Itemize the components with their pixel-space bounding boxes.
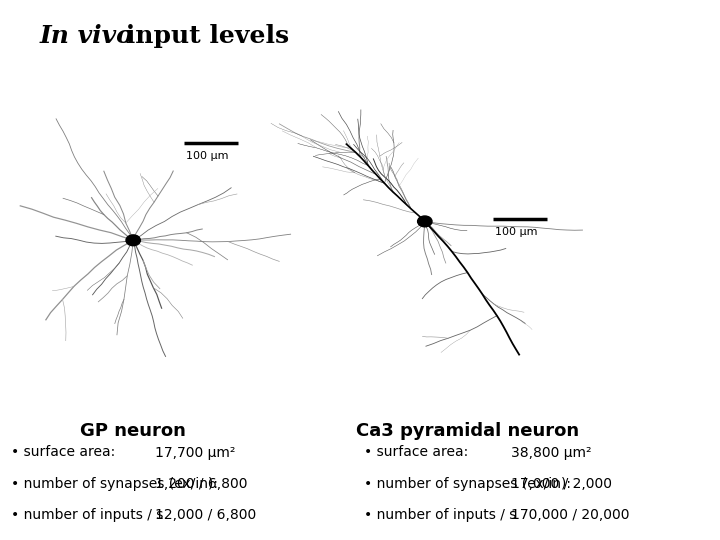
Text: • number of inputs / s: • number of inputs / s xyxy=(11,508,163,522)
Text: 100 μm: 100 μm xyxy=(186,151,228,161)
Text: 100 μm: 100 μm xyxy=(495,227,538,237)
Text: • number of synapses (ex/in):: • number of synapses (ex/in): xyxy=(11,477,218,491)
Text: 1,200 / 6,800: 1,200 / 6,800 xyxy=(155,477,247,491)
Text: GP neuron: GP neuron xyxy=(80,422,186,440)
Text: 12,000 / 6,800: 12,000 / 6,800 xyxy=(155,508,256,522)
Text: Ca3 pyramidal neuron: Ca3 pyramidal neuron xyxy=(356,422,580,440)
Text: 38,800 μm²: 38,800 μm² xyxy=(511,446,592,460)
Text: • number of inputs / s: • number of inputs / s xyxy=(364,508,516,522)
Text: In vivo: In vivo xyxy=(40,24,133,48)
Circle shape xyxy=(418,216,432,227)
Text: • number of synapses (ex/in):: • number of synapses (ex/in): xyxy=(364,477,571,491)
Text: input levels: input levels xyxy=(117,24,289,48)
Text: 17,000 / 2,000: 17,000 / 2,000 xyxy=(511,477,612,491)
Circle shape xyxy=(126,235,140,246)
Text: 17,700 μm²: 17,700 μm² xyxy=(155,446,235,460)
Text: • surface area:: • surface area: xyxy=(11,446,115,460)
Text: • surface area:: • surface area: xyxy=(364,446,468,460)
Text: 170,000 / 20,000: 170,000 / 20,000 xyxy=(511,508,630,522)
